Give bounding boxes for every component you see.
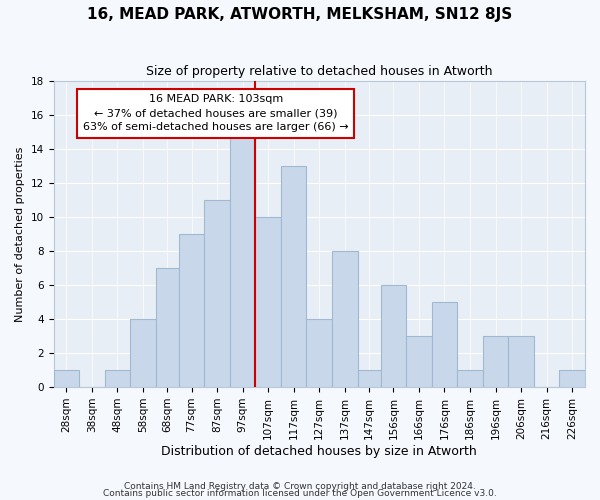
Bar <box>332 251 358 387</box>
Title: Size of property relative to detached houses in Atworth: Size of property relative to detached ho… <box>146 65 493 78</box>
Bar <box>406 336 431 387</box>
Bar <box>281 166 307 387</box>
Bar <box>431 302 457 387</box>
Bar <box>104 370 130 387</box>
Bar <box>53 370 79 387</box>
Bar <box>204 200 230 387</box>
Text: 16 MEAD PARK: 103sqm
← 37% of detached houses are smaller (39)
63% of semi-detac: 16 MEAD PARK: 103sqm ← 37% of detached h… <box>83 94 349 132</box>
Bar <box>130 319 156 387</box>
Text: Contains public sector information licensed under the Open Government Licence v3: Contains public sector information licen… <box>103 489 497 498</box>
Bar <box>457 370 483 387</box>
Bar <box>256 217 281 387</box>
Bar <box>380 285 406 387</box>
Y-axis label: Number of detached properties: Number of detached properties <box>15 146 25 322</box>
Bar <box>156 268 179 387</box>
Bar <box>483 336 508 387</box>
X-axis label: Distribution of detached houses by size in Atworth: Distribution of detached houses by size … <box>161 444 477 458</box>
Bar <box>358 370 380 387</box>
Text: Contains HM Land Registry data © Crown copyright and database right 2024.: Contains HM Land Registry data © Crown c… <box>124 482 476 491</box>
Bar <box>307 319 332 387</box>
Text: 16, MEAD PARK, ATWORTH, MELKSHAM, SN12 8JS: 16, MEAD PARK, ATWORTH, MELKSHAM, SN12 8… <box>88 8 512 22</box>
Bar <box>559 370 585 387</box>
Bar <box>179 234 204 387</box>
Bar <box>230 132 256 387</box>
Bar <box>508 336 534 387</box>
